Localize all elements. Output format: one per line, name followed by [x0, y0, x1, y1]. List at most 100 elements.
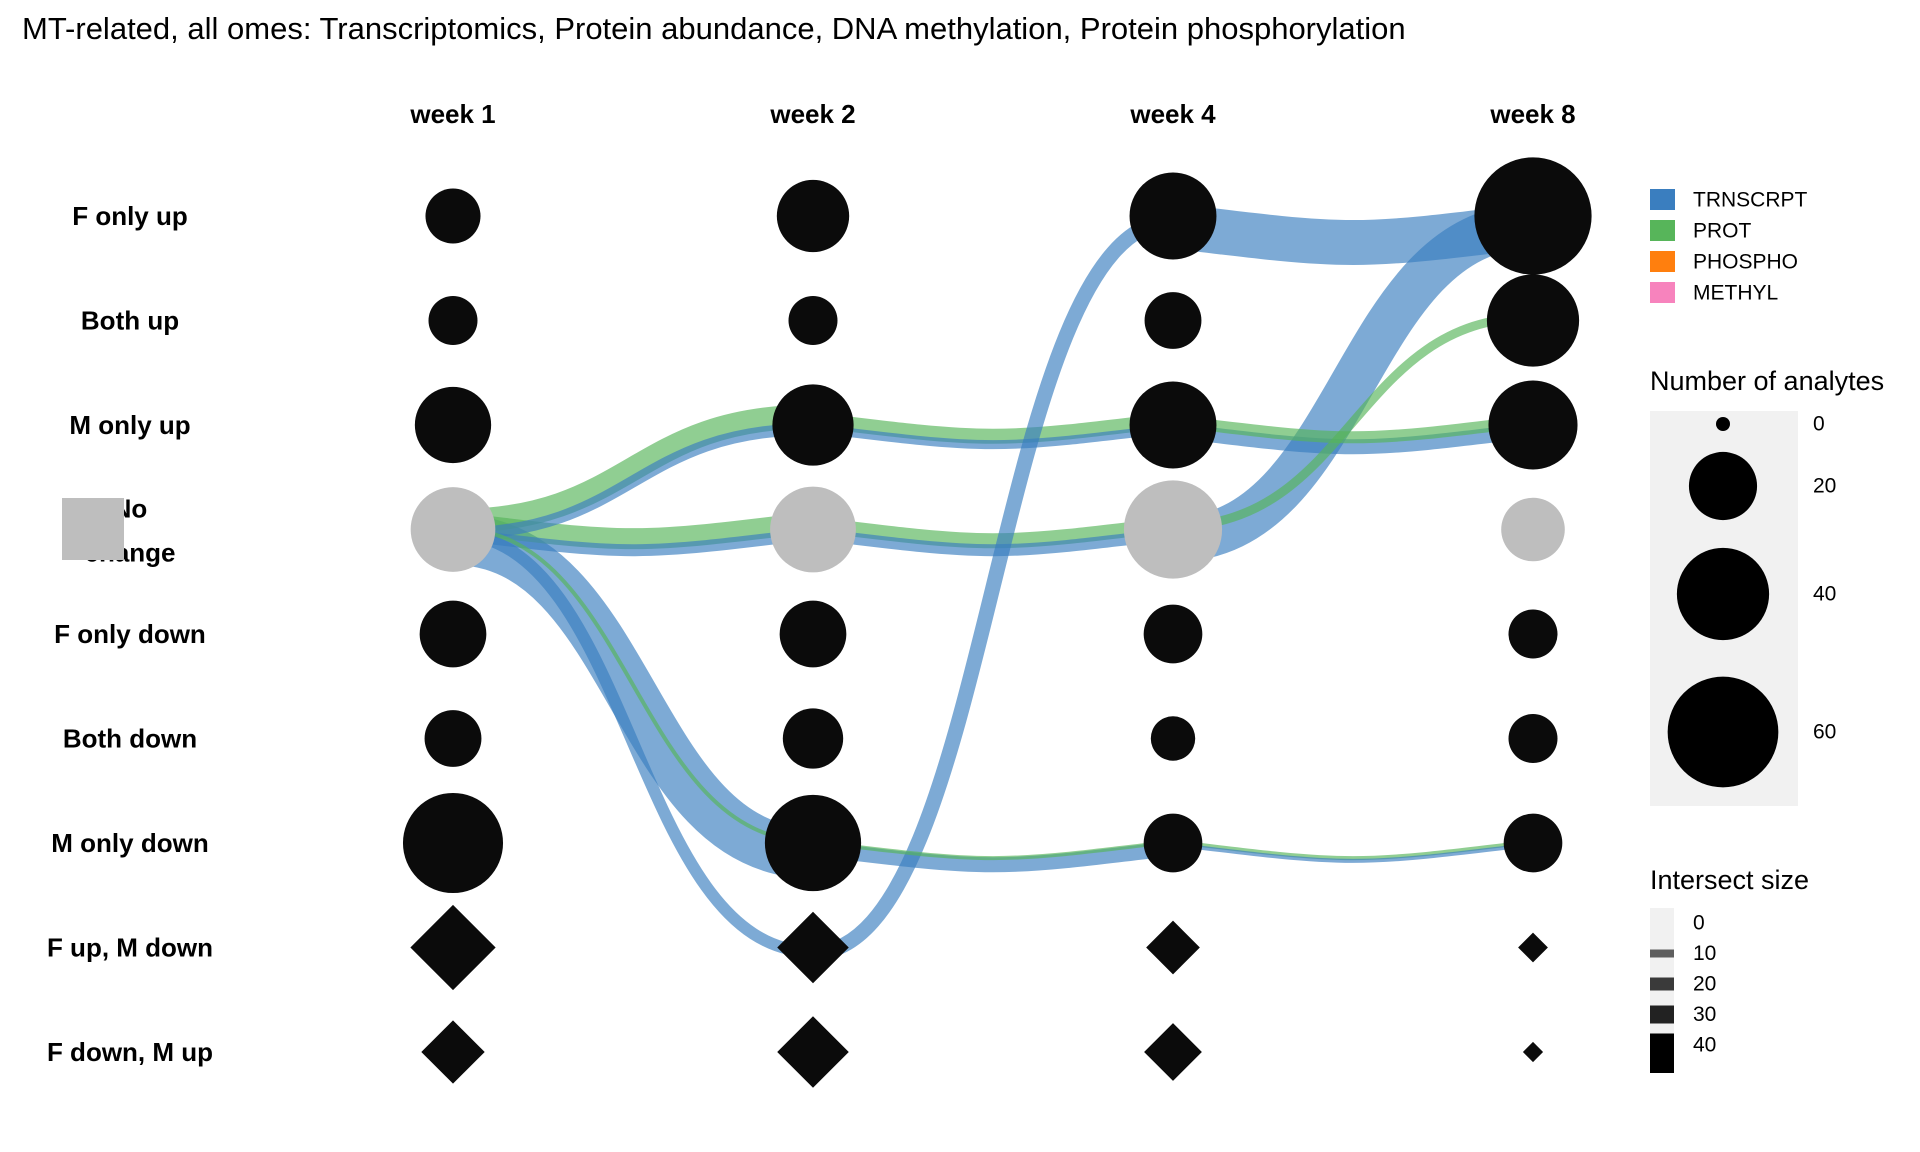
node-no-change-week-2 — [770, 486, 856, 573]
intersect-legend-key-30 — [1650, 1005, 1674, 1024]
row-label-both-down: Both down — [63, 724, 197, 754]
node-m-only-up-week-8 — [1488, 380, 1578, 470]
flow-trnscrpt-no-change-to-m-only-down — [451, 514, 815, 879]
flow-prot-no-change-to-no-change — [812, 516, 1174, 549]
flow-trnscrpt-no-change-to-no-change — [812, 527, 1174, 557]
node-f-only-up-week-1 — [425, 188, 481, 244]
legend-swatch-trnscrpt — [1650, 189, 1675, 210]
node-f-only-down-week-2 — [779, 600, 847, 668]
node-no-change-week-8 — [1501, 497, 1565, 562]
row-label-f-only-up: F only up — [72, 201, 188, 231]
node-no-change-week-4 — [1123, 480, 1223, 579]
flow-prot-no-change-to-m-only-up — [452, 404, 814, 534]
intersect-legend-tick-0: 0 — [1693, 912, 1705, 935]
intersect-legend-tick-30: 30 — [1693, 1003, 1716, 1026]
intersect-legend: 0 10 20 30 40 — [1650, 908, 1716, 1073]
legend-swatch-phospho — [1650, 251, 1675, 272]
node-f-only-up-week-8 — [1474, 157, 1592, 275]
flow-trnscrpt-f-up-m-down-to-f-only-up — [812, 213, 1174, 961]
node-f-only-up-week-4 — [1129, 172, 1217, 260]
node-both-up-week-8 — [1486, 274, 1580, 367]
row-label-f-down-m-up: F down, M up — [47, 1037, 213, 1067]
size-legend-circle-40 — [1676, 547, 1770, 641]
node-m-only-up-week-2 — [772, 384, 854, 466]
week-label-week-2: week 2 — [769, 99, 855, 129]
node-f-down-m-up-week-4 — [1144, 1023, 1202, 1081]
flow-prot-m-only-down-to-m-only-down — [812, 839, 1174, 861]
node-both-down-week-2 — [782, 708, 844, 769]
size-legend-tick-20: 20 — [1813, 475, 1836, 498]
node-f-up-m-down-week-4 — [1146, 920, 1200, 975]
flow-prot-m-only-up-to-m-only-up — [1172, 414, 1534, 444]
legend-label-methyl: METHYL — [1693, 282, 1778, 305]
flow-prot-m-only-down-to-m-only-down — [1172, 839, 1534, 861]
flow-prot-m-only-up-to-m-only-up — [812, 412, 1174, 444]
legend-swatch-prot — [1650, 220, 1675, 241]
flow-trnscrpt-m-only-down-to-m-only-down — [1172, 842, 1534, 863]
intersect-legend-bar-end — [1650, 1040, 1674, 1073]
size-legend-circle-60 — [1667, 676, 1779, 788]
chart-title: MT-related, all omes: Transcriptomics, P… — [22, 11, 1406, 46]
legend-label-trnscrpt: TRNSCRPT — [1693, 189, 1808, 212]
flow-trnscrpt-m-only-up-to-m-only-up — [812, 423, 1174, 450]
intersect-legend-tick-10: 10 — [1693, 942, 1716, 965]
node-both-down-week-4 — [1150, 716, 1196, 761]
node-m-only-down-week-8 — [1503, 813, 1563, 873]
size-legend-circle-20 — [1688, 451, 1758, 521]
intersect-legend-tick-20: 20 — [1693, 973, 1716, 996]
week-label-week-1: week 1 — [409, 99, 495, 129]
size-legend-circle-0 — [1716, 417, 1730, 431]
node-f-down-m-up-week-2 — [777, 1016, 849, 1088]
node-m-only-down-week-2 — [764, 794, 862, 892]
intersect-legend-title: Intersect size — [1650, 865, 1809, 895]
node-no-change-week-1 — [410, 487, 496, 572]
row-label-m-only-up: M only up — [69, 410, 190, 440]
flow-trnscrpt-f-only-up-to-f-only-up — [1170, 203, 1536, 265]
size-legend-tick-60: 60 — [1813, 721, 1836, 744]
node-both-up-week-4 — [1144, 292, 1202, 349]
node-both-up-week-2 — [788, 296, 838, 345]
node-f-up-m-down-week-1 — [410, 904, 496, 991]
intersect-legend-tick-40: 40 — [1693, 1034, 1716, 1057]
legend-label-prot: PROT — [1693, 220, 1752, 243]
node-both-up-week-1 — [428, 296, 478, 345]
node-m-only-down-week-4 — [1143, 813, 1203, 873]
legend-label-phospho: PHOSPHO — [1693, 251, 1798, 274]
node-f-only-down-week-8 — [1508, 609, 1558, 659]
node-f-down-m-up-week-8 — [1522, 1041, 1544, 1063]
flow-trnscrpt-no-change-to-f-only-up — [1171, 203, 1535, 562]
node-m-only-up-week-4 — [1129, 381, 1217, 469]
week-label-week-4: week 4 — [1129, 99, 1216, 129]
size-legend-title: Number of analytes — [1650, 366, 1884, 396]
row-label-f-only-down: F only down — [54, 619, 206, 649]
flow-trnscrpt-no-change-to-f-up-m-down — [452, 527, 814, 958]
week-labels: week 1 week 2 week 4 week 8 — [409, 99, 1575, 129]
node-f-only-down-week-1 — [419, 600, 487, 668]
row-label-both-up: Both up — [81, 306, 179, 336]
flow-prot-no-change-to-both-up — [1172, 312, 1534, 531]
node-both-down-week-8 — [1508, 714, 1558, 763]
node-f-up-m-down-week-2 — [777, 911, 849, 984]
flow-prot-no-change-to-m-only-down — [452, 526, 814, 844]
row-label-m-only-down: M only down — [51, 828, 208, 858]
size-legend-tick-0: 0 — [1813, 413, 1825, 436]
legend-swatch-methyl — [1650, 282, 1675, 303]
node-f-only-up-week-2 — [776, 179, 850, 253]
node-both-down-week-1 — [424, 710, 482, 767]
flow-links — [451, 203, 1536, 961]
intersect-legend-key-20 — [1650, 977, 1674, 991]
node-m-only-up-week-1 — [414, 386, 492, 464]
no-change-start-node — [62, 498, 124, 560]
node-m-only-down-week-1 — [402, 792, 504, 894]
node-f-up-m-down-week-8 — [1518, 932, 1548, 963]
row-label-f-up-m-down: F up, M down — [47, 933, 213, 963]
intersect-legend-key-10 — [1650, 949, 1674, 958]
flow-trnscrpt-no-change-to-m-only-up — [452, 423, 814, 540]
node-f-only-down-week-4 — [1143, 604, 1203, 664]
node-f-down-m-up-week-1 — [421, 1020, 485, 1084]
size-legend: 0 20 40 60 — [1667, 413, 1836, 788]
flow-trnscrpt-m-only-up-to-m-only-up — [1172, 422, 1534, 455]
flow-trnscrpt-m-only-down-to-m-only-down — [812, 840, 1174, 873]
